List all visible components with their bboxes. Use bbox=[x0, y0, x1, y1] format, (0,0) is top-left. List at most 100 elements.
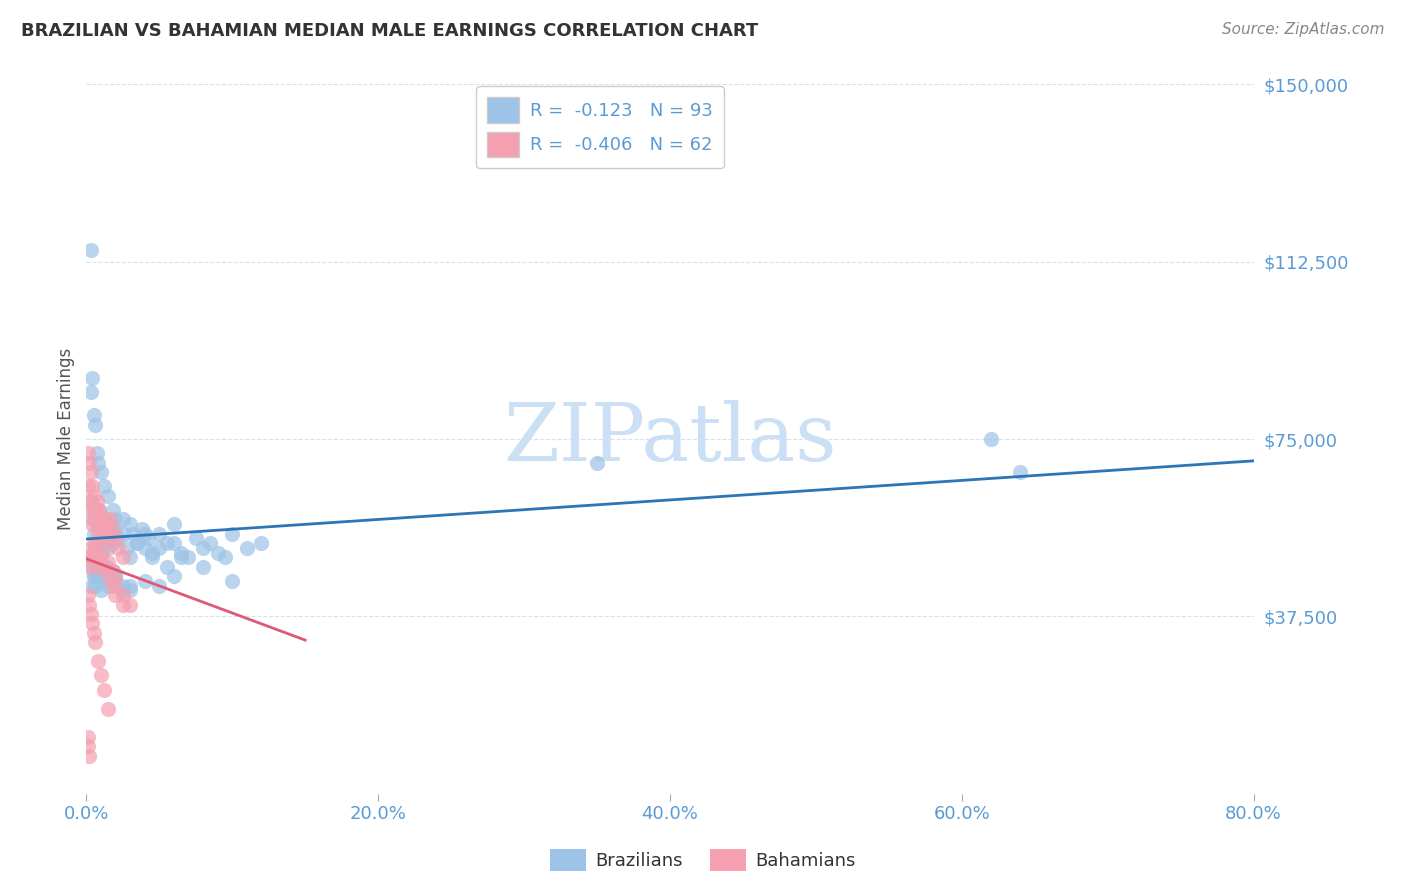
Point bbox=[96, 522, 118, 536]
Text: BRAZILIAN VS BAHAMIAN MEDIAN MALE EARNINGS CORRELATION CHART: BRAZILIAN VS BAHAMIAN MEDIAN MALE EARNIN… bbox=[21, 22, 758, 40]
Point bbox=[90, 550, 112, 565]
Point bbox=[980, 432, 1002, 446]
Point bbox=[141, 545, 163, 559]
Point bbox=[82, 579, 104, 593]
Point bbox=[76, 479, 98, 493]
Point bbox=[163, 569, 186, 583]
Point bbox=[79, 384, 101, 399]
Point bbox=[141, 550, 163, 565]
Point bbox=[155, 559, 177, 574]
Point bbox=[77, 748, 100, 763]
Point bbox=[93, 541, 115, 555]
Legend: Brazilians, Bahamians: Brazilians, Bahamians bbox=[543, 842, 863, 879]
Point bbox=[127, 536, 149, 550]
Point bbox=[84, 541, 107, 555]
Point bbox=[84, 635, 107, 649]
Point bbox=[90, 668, 112, 682]
Point bbox=[82, 550, 104, 565]
Point bbox=[122, 526, 145, 541]
Point bbox=[120, 598, 142, 612]
Point bbox=[90, 522, 112, 536]
Point bbox=[120, 517, 142, 532]
Point bbox=[136, 532, 159, 546]
Point bbox=[134, 526, 156, 541]
Point bbox=[93, 479, 115, 493]
Point bbox=[87, 512, 110, 526]
Point bbox=[134, 541, 156, 555]
Point bbox=[111, 512, 134, 526]
Point bbox=[94, 522, 117, 536]
Point bbox=[83, 503, 105, 517]
Point bbox=[86, 517, 108, 532]
Point bbox=[86, 555, 108, 569]
Point bbox=[83, 569, 105, 583]
Point bbox=[93, 569, 115, 583]
Point bbox=[94, 512, 117, 526]
Point bbox=[97, 489, 120, 503]
Point bbox=[111, 526, 134, 541]
Point bbox=[93, 512, 115, 526]
Point bbox=[98, 512, 121, 526]
Point bbox=[107, 541, 129, 555]
Point bbox=[200, 536, 222, 550]
Point bbox=[89, 503, 111, 517]
Point bbox=[98, 574, 121, 588]
Point bbox=[214, 550, 236, 565]
Point bbox=[79, 541, 101, 555]
Point bbox=[111, 588, 134, 602]
Point bbox=[87, 456, 110, 470]
Point bbox=[104, 522, 127, 536]
Point bbox=[87, 559, 110, 574]
Point bbox=[84, 579, 107, 593]
Point bbox=[90, 532, 112, 546]
Point bbox=[155, 536, 177, 550]
Point bbox=[98, 526, 121, 541]
Point bbox=[90, 526, 112, 541]
Text: ZIPatlas: ZIPatlas bbox=[503, 400, 837, 478]
Point bbox=[101, 522, 124, 536]
Point bbox=[148, 579, 170, 593]
Point bbox=[76, 739, 98, 754]
Point bbox=[87, 508, 110, 522]
Point bbox=[79, 493, 101, 508]
Point bbox=[93, 559, 115, 574]
Point bbox=[82, 512, 104, 526]
Point bbox=[79, 559, 101, 574]
Point bbox=[82, 479, 104, 493]
Point bbox=[101, 565, 124, 579]
Point bbox=[104, 532, 127, 546]
Point bbox=[250, 536, 273, 550]
Point bbox=[79, 465, 101, 479]
Point bbox=[170, 545, 193, 559]
Point bbox=[111, 550, 134, 565]
Point bbox=[97, 541, 120, 555]
Point bbox=[101, 565, 124, 579]
Point bbox=[97, 569, 120, 583]
Point bbox=[76, 550, 98, 565]
Point bbox=[127, 536, 149, 550]
Point bbox=[100, 517, 122, 532]
Point bbox=[163, 536, 186, 550]
Point bbox=[86, 493, 108, 508]
Point bbox=[148, 541, 170, 555]
Point bbox=[101, 579, 124, 593]
Point bbox=[83, 626, 105, 640]
Point bbox=[89, 503, 111, 517]
Point bbox=[90, 465, 112, 479]
Point bbox=[207, 545, 229, 559]
Point bbox=[120, 583, 142, 598]
Point bbox=[91, 517, 114, 532]
Point bbox=[101, 503, 124, 517]
Point bbox=[163, 517, 186, 532]
Point bbox=[120, 550, 142, 565]
Point bbox=[76, 588, 98, 602]
Point bbox=[104, 588, 127, 602]
Point bbox=[86, 559, 108, 574]
Point bbox=[134, 574, 156, 588]
Point bbox=[191, 541, 214, 555]
Point bbox=[79, 607, 101, 621]
Point bbox=[184, 532, 207, 546]
Point bbox=[89, 517, 111, 532]
Text: Source: ZipAtlas.com: Source: ZipAtlas.com bbox=[1222, 22, 1385, 37]
Point bbox=[120, 579, 142, 593]
